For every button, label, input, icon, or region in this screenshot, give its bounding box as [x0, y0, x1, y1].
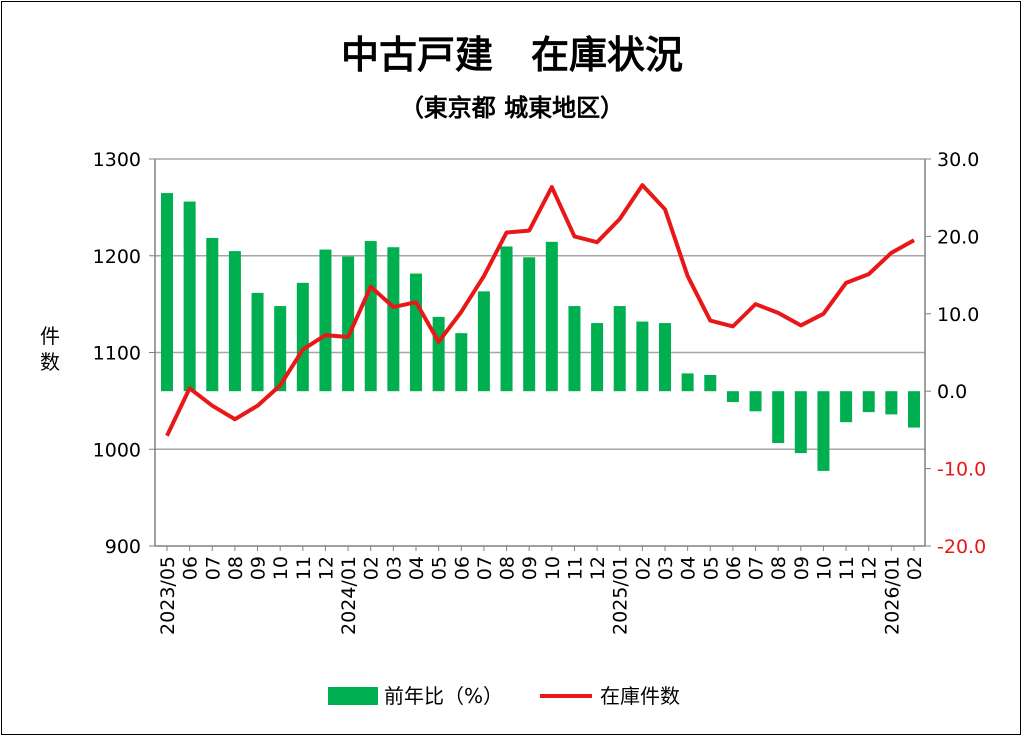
bar-08 — [228, 251, 241, 392]
tick-label-x: 03 — [383, 556, 405, 580]
tick-label-x: 06 — [723, 556, 745, 580]
bar-12 — [319, 249, 332, 392]
tick-label-x: 10 — [542, 556, 564, 580]
bar-09 — [794, 391, 807, 454]
legend-label-line: 在庫件数 — [600, 684, 680, 708]
bar-06 — [726, 391, 739, 403]
bar-07 — [749, 391, 762, 412]
tick-label-left: 1100 — [93, 343, 141, 365]
bar-07 — [477, 291, 490, 392]
bar-12 — [862, 391, 875, 413]
tick-label-x: 08 — [497, 556, 519, 580]
bar-2023/05 — [161, 193, 173, 392]
tick-label-x: 2026/01 — [881, 556, 903, 635]
bar-2024/01 — [342, 256, 355, 392]
y-axis-label-left: 件数 — [40, 324, 60, 374]
tick-label-x: 04 — [406, 556, 428, 580]
tick-label-x: 07 — [746, 556, 768, 580]
bar-04 — [410, 273, 422, 392]
bar-03 — [659, 323, 671, 392]
tick-label-left: 900 — [105, 536, 141, 558]
chart-subtitle: （東京都 城東地区） — [400, 94, 624, 122]
bar-02 — [364, 241, 377, 392]
tick-label-x: 11 — [836, 556, 858, 580]
tick-label-x: 09 — [248, 556, 270, 580]
bar-02 — [908, 391, 920, 428]
bar-11 — [296, 282, 309, 392]
bar-08 — [500, 246, 513, 392]
bar-11 — [568, 306, 581, 392]
tick-label-x: 05 — [429, 556, 451, 580]
tick-label-x: 02 — [361, 556, 383, 580]
tick-label-x: 07 — [474, 556, 496, 580]
bar-08 — [772, 391, 785, 444]
tick-label-x: 05 — [700, 556, 722, 580]
bar-12 — [591, 323, 604, 392]
bar-06 — [183, 201, 196, 392]
tick-label-left: 1300 — [93, 149, 141, 171]
legend-swatch-bar — [328, 687, 378, 705]
tick-label-x: 11 — [564, 556, 586, 580]
tick-label-left: 1000 — [93, 439, 141, 461]
tick-label-x: 11 — [293, 556, 315, 580]
bar-10 — [817, 391, 830, 471]
tick-label-x: 02 — [632, 556, 654, 580]
tick-label-x: 06 — [180, 556, 202, 580]
tick-label-x: 10 — [813, 556, 835, 580]
tick-label-left: 1200 — [93, 246, 141, 268]
bar-09 — [523, 257, 536, 392]
tick-label-x: 2024/01 — [338, 556, 360, 635]
bar-2026/01 — [885, 391, 898, 415]
tick-label-x: 03 — [655, 556, 677, 580]
chart-title: 中古戸建 在庫状況 — [341, 33, 683, 77]
tick-label-x: 04 — [678, 556, 700, 580]
bar-06 — [455, 333, 468, 392]
bar-09 — [251, 292, 264, 392]
tick-label-x: 12 — [587, 556, 609, 580]
bar-2025/01 — [613, 306, 626, 392]
bar-03 — [387, 247, 400, 392]
tick-label-x: 09 — [791, 556, 813, 580]
tick-label-right: 0.0 — [937, 381, 967, 403]
tick-label-x: 12 — [315, 556, 337, 580]
tick-label-x: 08 — [225, 556, 247, 580]
bar-10 — [545, 241, 558, 392]
tick-label-x: 08 — [768, 556, 790, 580]
bar-07 — [206, 237, 219, 392]
tick-label-x: 10 — [270, 556, 292, 580]
bar-05 — [432, 316, 445, 392]
tick-label-right: -20.0 — [937, 536, 986, 558]
tick-label-right: 10.0 — [937, 304, 979, 326]
tick-label-x: 2025/01 — [610, 556, 632, 635]
tick-label-x: 06 — [451, 556, 473, 580]
tick-label-right: 30.0 — [937, 149, 979, 171]
tick-label-right: 20.0 — [937, 226, 979, 248]
bar-02 — [636, 321, 649, 392]
tick-label-x: 07 — [202, 556, 224, 580]
tick-label-x: 12 — [859, 556, 881, 580]
tick-label-right: -10.0 — [937, 459, 986, 481]
bar-05 — [704, 374, 717, 392]
tick-label-x: 2023/05 — [157, 556, 179, 635]
tick-label-x: 02 — [904, 556, 926, 580]
legend-label-bar: 前年比（%） — [384, 684, 503, 708]
tick-label-x: 09 — [519, 556, 541, 580]
bar-04 — [681, 373, 694, 392]
bar-11 — [840, 391, 853, 423]
inventory-line — [165, 183, 915, 437]
bar-10 — [274, 306, 287, 392]
legend: 前年比（%） 在庫件数 — [328, 684, 680, 708]
